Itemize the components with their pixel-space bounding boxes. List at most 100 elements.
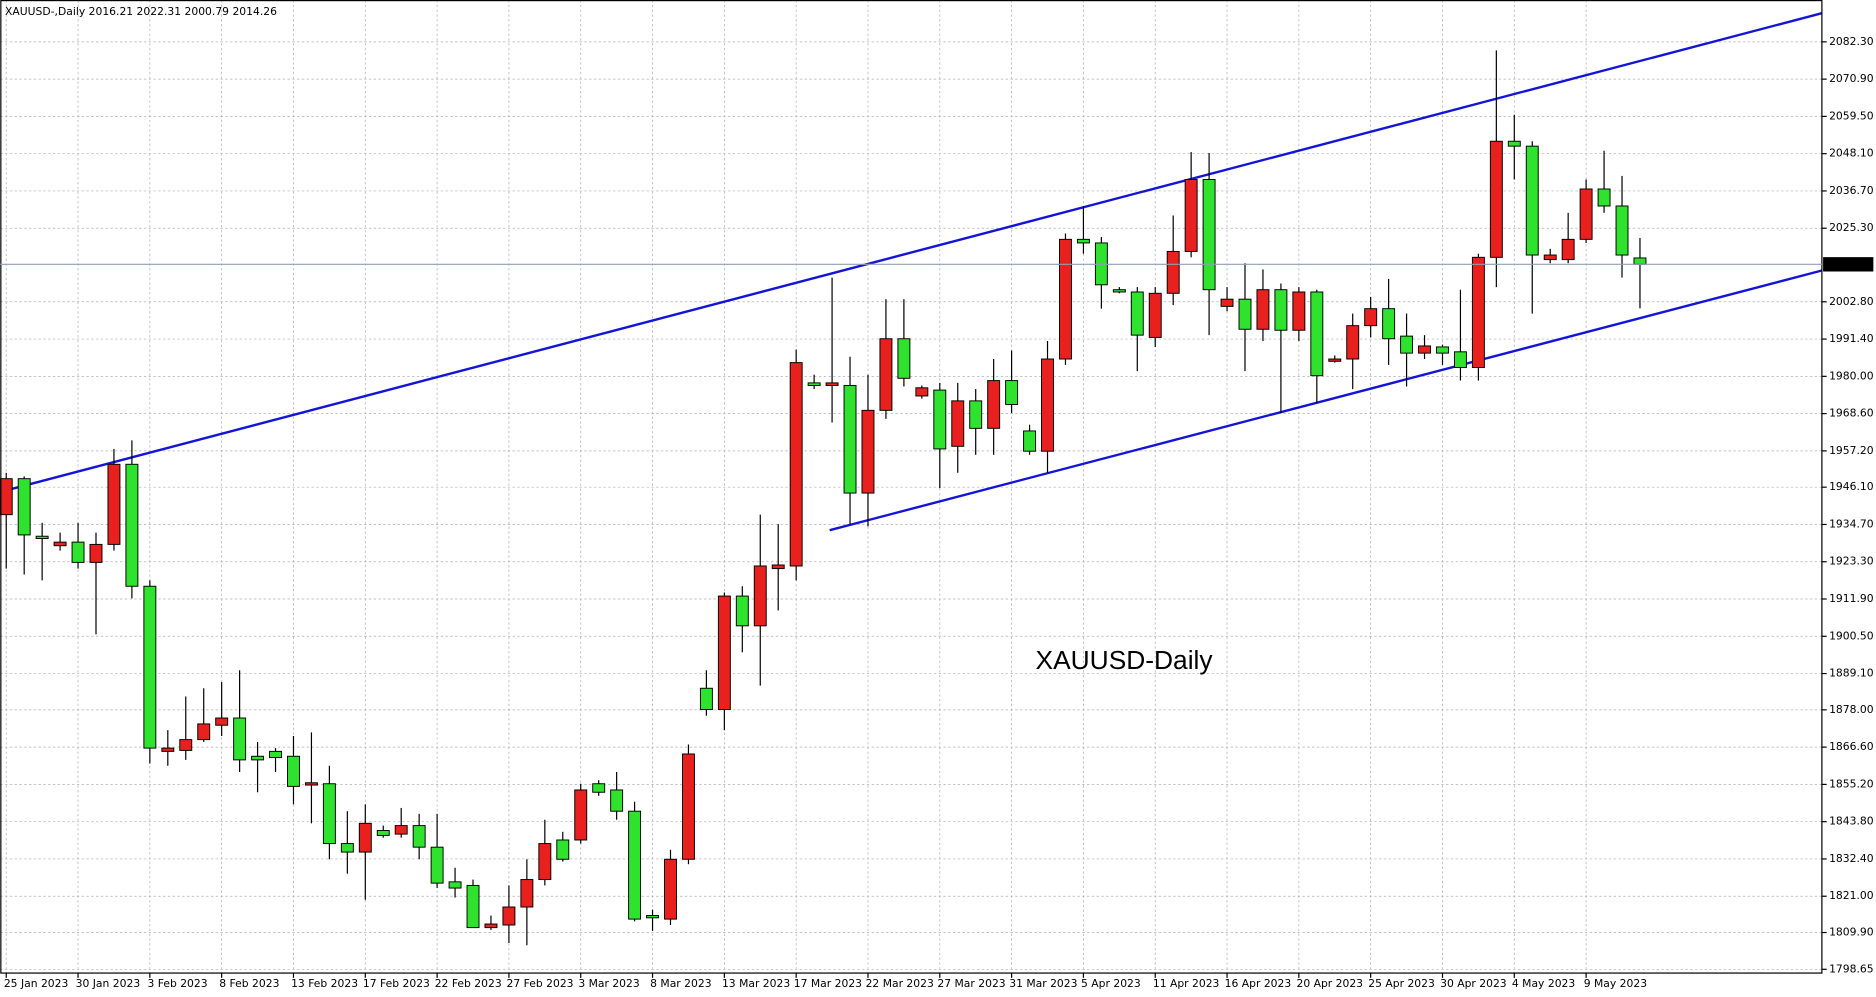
candle-body bbox=[1364, 308, 1378, 327]
candle-body bbox=[556, 839, 570, 860]
candle-body bbox=[53, 541, 67, 547]
candle-body bbox=[699, 687, 713, 711]
y-tick-label: 1855.20 bbox=[1829, 777, 1874, 790]
candle-body bbox=[1184, 179, 1198, 252]
x-tick-label: 13 Feb 2023 bbox=[291, 977, 358, 990]
candle-body bbox=[1453, 351, 1467, 368]
candle-body bbox=[179, 739, 193, 751]
current-price-box bbox=[1823, 257, 1874, 272]
candle-body bbox=[430, 846, 444, 884]
x-tick-label: 3 Mar 2023 bbox=[578, 977, 639, 990]
candle-body bbox=[843, 385, 857, 494]
y-tick-label: 1968.60 bbox=[1829, 407, 1874, 420]
candle-body bbox=[1310, 291, 1324, 377]
candle-body bbox=[1256, 289, 1270, 330]
grid bbox=[0, 0, 1822, 974]
candle-body bbox=[771, 564, 785, 570]
candle-body bbox=[484, 923, 498, 929]
y-tick-label: 1934.70 bbox=[1829, 517, 1874, 530]
candle-body bbox=[1436, 346, 1449, 354]
x-tick-label: 17 Feb 2023 bbox=[363, 977, 430, 990]
candle-body bbox=[789, 362, 803, 567]
candle-body bbox=[251, 755, 265, 761]
trend-line bbox=[829, 269, 1823, 532]
candle-body bbox=[1041, 358, 1054, 452]
candle-body bbox=[1148, 292, 1162, 338]
x-tick-label: 13 Mar 2023 bbox=[722, 977, 790, 990]
candle-body bbox=[915, 387, 929, 397]
candle-body bbox=[394, 825, 408, 835]
candle-body bbox=[1346, 325, 1360, 360]
candle-body bbox=[17, 478, 31, 536]
candle-body bbox=[987, 380, 1001, 429]
y-tick-label: 1957.20 bbox=[1829, 444, 1874, 457]
y-tick-label: 2082.30 bbox=[1829, 35, 1874, 48]
candle-body bbox=[1382, 308, 1396, 340]
x-tick-label: 11 Apr 2023 bbox=[1153, 977, 1220, 990]
y-tick-label: 1809.90 bbox=[1829, 926, 1874, 939]
candle-body bbox=[520, 879, 534, 908]
candle-body bbox=[897, 338, 911, 379]
x-tick-label: 17 Mar 2023 bbox=[794, 977, 862, 990]
y-tick-label: 1889.10 bbox=[1829, 667, 1874, 680]
candle-body bbox=[269, 750, 282, 759]
y-tick-label: 2036.70 bbox=[1829, 184, 1874, 197]
candle-body bbox=[933, 389, 947, 450]
x-tick-label: 3 Feb 2023 bbox=[147, 977, 207, 990]
x-tick-label: 9 May 2023 bbox=[1584, 977, 1647, 990]
candle-body bbox=[538, 843, 552, 881]
candle-body bbox=[1059, 238, 1072, 360]
x-tick-label: 30 Jan 2023 bbox=[76, 977, 141, 990]
candle-body bbox=[664, 858, 677, 920]
candle-body bbox=[376, 830, 390, 836]
candle-body bbox=[1005, 380, 1019, 405]
chart-title: XAUUSD-,Daily 2016.21 2022.31 2000.79 20… bbox=[5, 5, 277, 18]
x-tick-label: 5 Apr 2023 bbox=[1081, 977, 1141, 990]
y-tick-label: 2070.90 bbox=[1829, 72, 1874, 85]
y-tick-label: 1980.00 bbox=[1829, 369, 1874, 382]
candle-body bbox=[717, 595, 731, 711]
x-tick-label: 30 Apr 2023 bbox=[1440, 977, 1507, 990]
x-tick-label: 20 Apr 2023 bbox=[1296, 977, 1363, 990]
candle-body bbox=[502, 906, 516, 926]
candle-body bbox=[807, 382, 821, 386]
x-tick-label: 8 Feb 2023 bbox=[219, 977, 279, 990]
candle-body bbox=[735, 595, 749, 627]
candle-body bbox=[89, 543, 103, 563]
x-tick-label: 8 Mar 2023 bbox=[650, 977, 711, 990]
y-tick-label: 1900.50 bbox=[1829, 629, 1874, 642]
candle-body bbox=[1489, 140, 1503, 258]
candle-body bbox=[1579, 188, 1593, 240]
candle-body bbox=[825, 382, 839, 386]
x-tick-label: 22 Feb 2023 bbox=[435, 977, 502, 990]
candle-body bbox=[1274, 289, 1288, 331]
candle-body bbox=[215, 717, 229, 726]
y-tick-label: 1821.00 bbox=[1829, 889, 1874, 902]
x-tick-label: 27 Feb 2023 bbox=[507, 977, 574, 990]
candle-body bbox=[1400, 335, 1414, 354]
x-tick-label: 31 Mar 2023 bbox=[1009, 977, 1077, 990]
candle-body bbox=[358, 822, 372, 853]
y-tick-label: 2059.50 bbox=[1829, 109, 1874, 122]
candle-body bbox=[1166, 250, 1180, 294]
candle-body bbox=[1130, 291, 1144, 336]
candle-body bbox=[861, 409, 875, 494]
y-tick-label: 1843.80 bbox=[1829, 815, 1874, 828]
candle-body bbox=[1023, 430, 1037, 452]
candle-body bbox=[592, 783, 606, 793]
candle-body bbox=[574, 789, 588, 841]
candle-body bbox=[1238, 298, 1252, 330]
candle-body bbox=[969, 400, 983, 429]
x-tick-label: 22 Mar 2023 bbox=[866, 977, 934, 990]
candle-body bbox=[107, 463, 121, 545]
y-tick-label: 2048.10 bbox=[1829, 147, 1874, 160]
trend-line bbox=[0, 12, 1823, 494]
y-tick-label: 2025.30 bbox=[1829, 221, 1874, 234]
candle-body bbox=[1597, 188, 1611, 207]
candle-body bbox=[681, 753, 695, 860]
candle-body bbox=[1292, 291, 1306, 331]
x-tick-label: 27 Mar 2023 bbox=[937, 977, 1005, 990]
candle-body bbox=[1507, 140, 1521, 147]
current-price-label: 2014.26 bbox=[1827, 257, 1872, 270]
